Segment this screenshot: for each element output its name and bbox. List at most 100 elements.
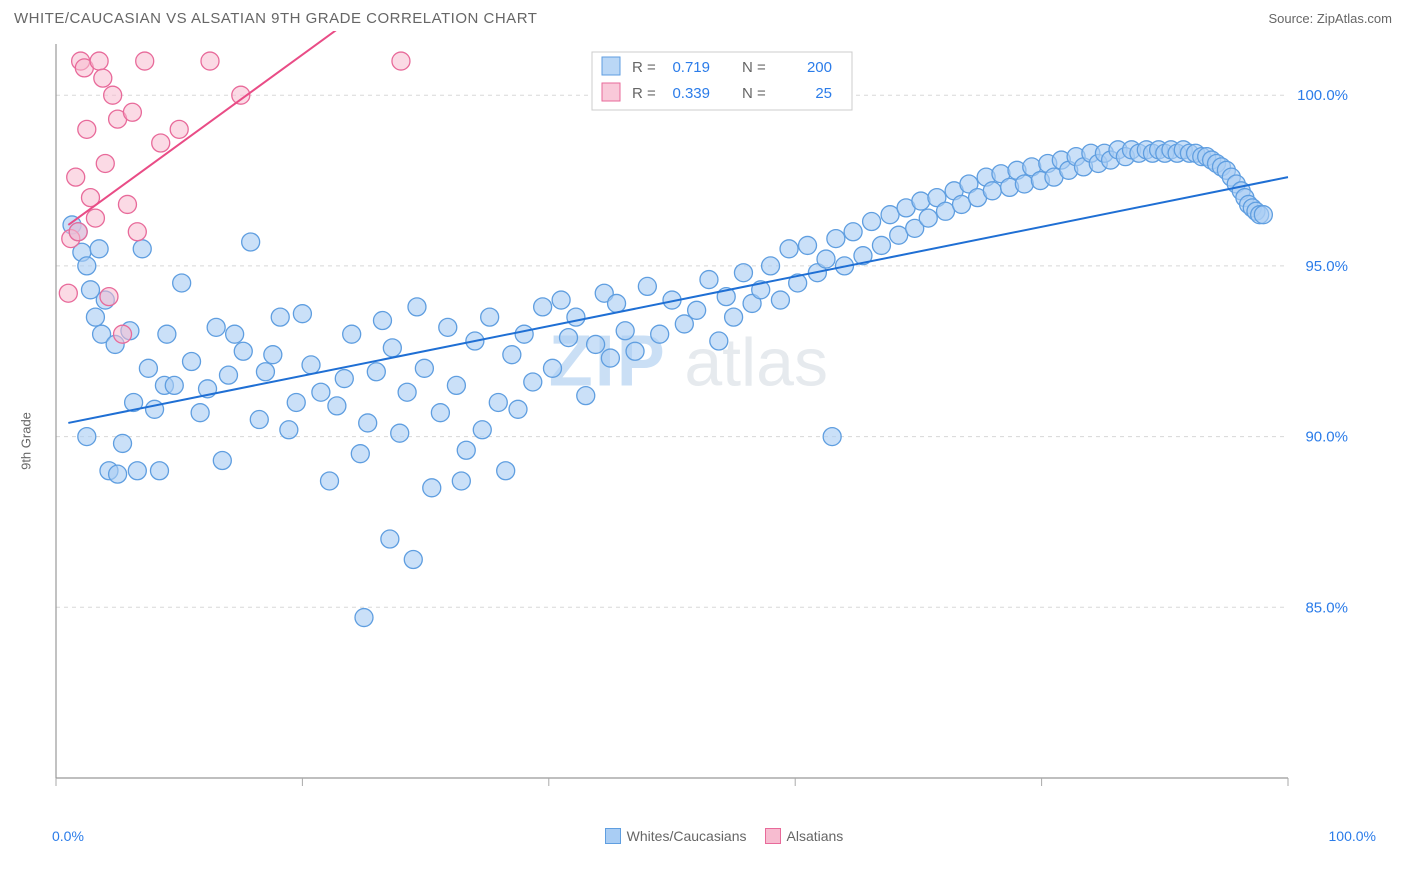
source-label: Source: xyxy=(1268,11,1316,26)
legend-label-series1: Whites/Caucasians xyxy=(627,828,747,844)
data-point xyxy=(128,223,146,241)
data-point xyxy=(271,308,289,326)
data-point xyxy=(351,445,369,463)
data-point xyxy=(452,472,470,490)
data-point xyxy=(302,356,320,374)
data-point xyxy=(509,400,527,418)
data-point xyxy=(183,352,201,370)
data-point xyxy=(638,277,656,295)
y-tick-label: 85.0% xyxy=(1305,599,1348,616)
data-point xyxy=(771,291,789,309)
data-point xyxy=(651,325,669,343)
data-point xyxy=(100,288,118,306)
svg-text:atlas: atlas xyxy=(684,324,828,400)
legend-swatch xyxy=(602,83,620,101)
data-point xyxy=(78,257,96,275)
data-point xyxy=(457,441,475,459)
data-point xyxy=(139,359,157,377)
data-point xyxy=(439,318,457,336)
data-point xyxy=(114,325,132,343)
correlation-legend: R =0.719N =200R =0.339N =25 xyxy=(592,52,852,110)
data-point xyxy=(146,400,164,418)
data-point xyxy=(616,322,634,340)
svg-text:200: 200 xyxy=(807,59,832,76)
data-point xyxy=(213,452,231,470)
data-point xyxy=(170,120,188,138)
svg-text:0.719: 0.719 xyxy=(672,59,710,76)
source-credit: Source: ZipAtlas.com xyxy=(1268,11,1392,26)
data-point xyxy=(250,411,268,429)
data-point xyxy=(367,363,385,381)
data-point xyxy=(844,223,862,241)
data-point xyxy=(481,308,499,326)
data-point xyxy=(287,393,305,411)
data-point xyxy=(343,325,361,343)
data-point xyxy=(118,195,136,213)
legend-item-series1: Whites/Caucasians xyxy=(605,828,747,844)
chart-title: WHITE/CAUCASIAN VS ALSATIAN 9TH GRADE CO… xyxy=(14,10,537,27)
data-point xyxy=(543,359,561,377)
x-axis-max-label: 100.0% xyxy=(1329,828,1376,844)
data-point xyxy=(94,69,112,87)
data-point xyxy=(473,421,491,439)
data-point xyxy=(799,236,817,254)
data-point xyxy=(207,318,225,336)
data-point xyxy=(114,434,132,452)
data-point xyxy=(226,325,244,343)
data-point xyxy=(67,168,85,186)
data-point xyxy=(431,404,449,422)
data-point xyxy=(524,373,542,391)
svg-text:N =: N = xyxy=(742,85,766,102)
data-point xyxy=(359,414,377,432)
data-point xyxy=(503,346,521,364)
data-point xyxy=(762,257,780,275)
x-axis-min-label: 0.0% xyxy=(52,828,84,844)
data-point xyxy=(152,134,170,152)
data-point xyxy=(256,363,274,381)
data-point xyxy=(293,305,311,323)
data-point xyxy=(355,609,373,627)
source-value: ZipAtlas.com xyxy=(1317,11,1392,26)
data-point xyxy=(150,462,168,480)
data-point xyxy=(408,298,426,316)
y-tick-label: 90.0% xyxy=(1305,429,1348,446)
data-point xyxy=(577,387,595,405)
y-tick-label: 100.0% xyxy=(1297,87,1348,104)
legend-swatch xyxy=(602,57,620,75)
data-point xyxy=(78,120,96,138)
header-row: WHITE/CAUCASIAN VS ALSATIAN 9TH GRADE CO… xyxy=(10,10,1396,31)
data-point xyxy=(104,86,122,104)
svg-text:25: 25 xyxy=(815,85,832,102)
data-point xyxy=(872,236,890,254)
series-legend: Whites/Caucasians Alsatians xyxy=(605,828,844,844)
data-point xyxy=(381,530,399,548)
data-point xyxy=(415,359,433,377)
data-point xyxy=(312,383,330,401)
data-point xyxy=(128,462,146,480)
data-point xyxy=(817,250,835,268)
data-point xyxy=(133,240,151,258)
data-point xyxy=(90,240,108,258)
y-tick-label: 95.0% xyxy=(1305,258,1348,275)
data-point xyxy=(264,346,282,364)
series-Whites/Caucasians xyxy=(63,141,1272,627)
data-point xyxy=(890,226,908,244)
data-point xyxy=(201,52,219,70)
data-point xyxy=(219,366,237,384)
legend-swatch-series2 xyxy=(765,828,781,844)
data-point xyxy=(919,209,937,227)
data-point xyxy=(335,370,353,388)
data-point xyxy=(328,397,346,415)
data-point xyxy=(863,213,881,231)
data-point xyxy=(90,52,108,70)
data-point xyxy=(423,479,441,497)
legend-swatch-series1 xyxy=(605,828,621,844)
data-point xyxy=(234,342,252,360)
data-point xyxy=(534,298,552,316)
svg-text:R =: R = xyxy=(632,85,656,102)
data-point xyxy=(96,154,114,172)
data-point xyxy=(383,339,401,357)
data-point xyxy=(587,335,605,353)
data-point xyxy=(136,52,154,70)
data-point xyxy=(552,291,570,309)
